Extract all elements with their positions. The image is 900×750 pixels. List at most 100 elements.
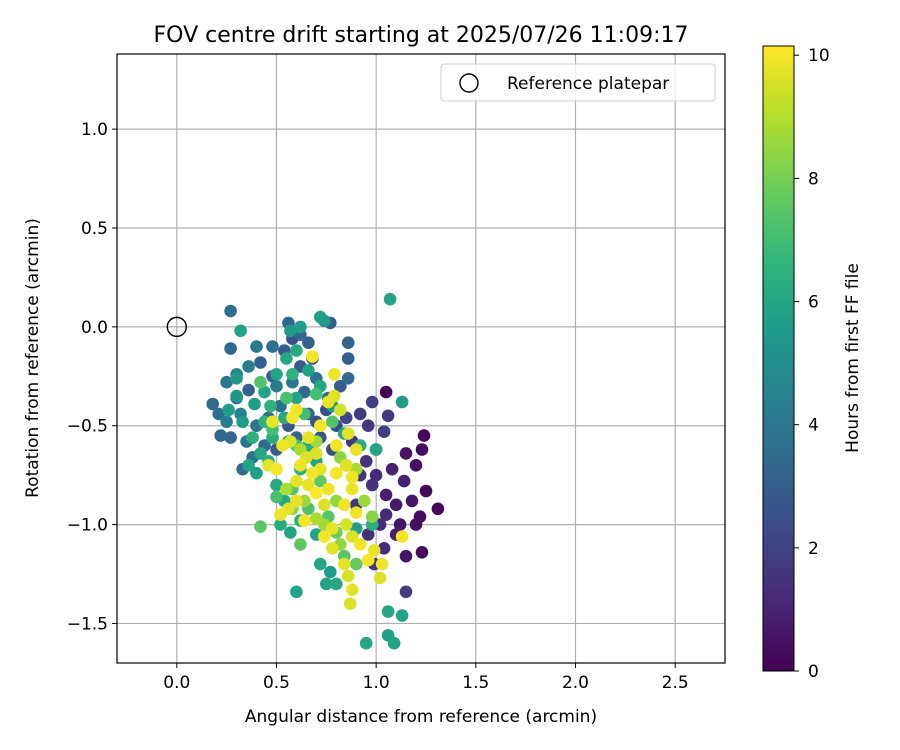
data-point-59: [224, 431, 237, 444]
data-point-148: [280, 391, 293, 405]
legend-box: [440, 63, 716, 102]
data-point-113: [284, 526, 297, 539]
data-point-53: [341, 352, 355, 365]
data-points: [206, 292, 445, 650]
data-point-146: [310, 387, 323, 401]
data-point-25: [359, 455, 373, 468]
data-point-14: [379, 488, 393, 502]
data-point-141: [286, 368, 299, 381]
data-point-70: [224, 304, 237, 318]
colorbar-tick-label-3: 6: [808, 293, 819, 313]
data-point-217: [270, 462, 283, 476]
data-point-187: [326, 542, 339, 555]
data-point-1: [431, 502, 445, 516]
data-point-192: [266, 415, 279, 429]
data-point-8: [409, 518, 423, 531]
legend-marker-circle: [459, 73, 479, 93]
data-point-68: [341, 372, 355, 385]
y-tick-label-5: −1.5: [67, 614, 108, 634]
plot-frame: [116, 53, 726, 664]
data-point-33: [353, 407, 367, 421]
data-point-224: [310, 486, 323, 500]
data-point-24: [361, 528, 375, 541]
data-point-213: [276, 439, 289, 452]
x-tick-label-2: 1.0: [363, 673, 390, 693]
y-tick-label-0: 1.0: [81, 120, 108, 140]
data-point-195: [345, 482, 359, 496]
data-point-115: [387, 636, 401, 650]
data-point-63: [214, 429, 227, 442]
data-point-84: [242, 360, 255, 373]
data-point-3: [419, 484, 433, 498]
data-point-209: [375, 557, 389, 571]
data-point-175: [341, 569, 355, 583]
data-point-166: [357, 494, 371, 508]
data-point-77: [220, 375, 233, 389]
data-point-82: [250, 340, 263, 353]
data-point-179: [345, 530, 359, 543]
data-point-188: [338, 557, 351, 571]
data-point-186: [339, 459, 353, 472]
colorbar-tick-label-1: 2: [808, 539, 819, 559]
data-point-210: [274, 508, 287, 521]
data-point-92: [294, 320, 307, 334]
data-point-142: [264, 399, 277, 413]
data-point-202: [328, 368, 341, 381]
data-point-57: [341, 336, 355, 350]
data-point-11: [399, 549, 413, 563]
data-point-193: [302, 431, 315, 444]
data-point-128: [270, 478, 283, 492]
data-point-103: [234, 324, 247, 338]
data-point-154: [254, 520, 267, 533]
data-point-204: [330, 439, 343, 452]
data-point-100: [250, 466, 263, 480]
data-point-198: [345, 583, 359, 597]
colorbar-ticks: 0 2 4 6 8 10: [794, 46, 830, 682]
data-point-158: [349, 557, 363, 571]
data-point-0: [379, 385, 393, 399]
data-point-97: [395, 395, 409, 409]
y-axis-ticks: 1.0 0.5 0.0 −0.5 −1.0 −1.5: [67, 120, 117, 634]
data-point-123: [359, 636, 373, 650]
data-point-218: [330, 466, 343, 480]
y-axis-label: Rotation from reference (arcmin): [23, 218, 43, 498]
data-point-122: [314, 557, 327, 571]
data-point-208: [353, 538, 367, 551]
data-point-2: [417, 429, 431, 442]
data-point-10: [393, 518, 407, 531]
grid-lines: [117, 54, 725, 663]
data-point-91: [236, 415, 249, 429]
data-point-116: [369, 443, 383, 456]
data-point-126: [290, 344, 303, 357]
data-point-52: [254, 356, 267, 369]
data-point-21: [379, 508, 393, 521]
data-point-178: [318, 498, 331, 512]
data-point-93: [284, 324, 297, 338]
data-point-105: [302, 364, 315, 377]
data-point-223: [306, 466, 319, 480]
colorbar-tick-label-5: 10: [808, 46, 830, 66]
data-point-180: [373, 571, 387, 585]
data-point-219: [318, 530, 331, 543]
x-axis-label: Angular distance from reference (arcmin): [245, 707, 597, 727]
data-point-98: [314, 310, 327, 324]
data-point-112: [290, 391, 303, 405]
data-point-207: [349, 506, 363, 519]
data-point-197: [367, 544, 381, 557]
data-point-48: [334, 379, 347, 393]
y-tick-label-3: −0.5: [67, 417, 108, 437]
data-point-157: [314, 474, 327, 488]
data-point-124: [381, 605, 395, 618]
data-point-111: [270, 368, 283, 381]
data-point-147: [270, 490, 283, 504]
data-point-83: [270, 379, 283, 393]
data-point-109: [395, 609, 409, 622]
data-point-56: [302, 336, 315, 350]
data-point-114: [320, 577, 333, 591]
data-point-214: [306, 350, 319, 363]
data-point-104: [258, 385, 271, 399]
data-point-171: [310, 512, 323, 525]
data-point-194: [302, 478, 315, 492]
colorbar-tick-label-4: 8: [808, 169, 819, 189]
y-tick-label-4: −1.0: [67, 516, 108, 536]
